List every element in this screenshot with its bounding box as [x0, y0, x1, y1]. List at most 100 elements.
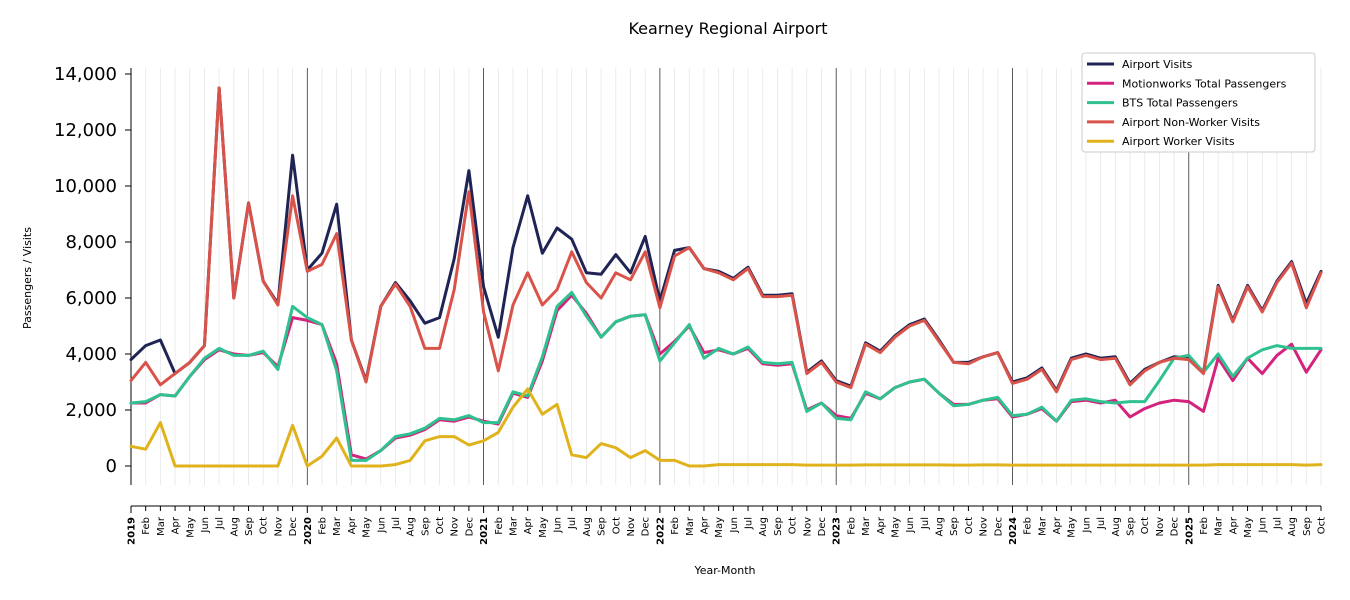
- x-tick-label: Sep: [244, 517, 255, 536]
- x-tick-label: Jun: [200, 517, 211, 534]
- x-tick-label: Nov: [273, 517, 284, 537]
- x-tick-label: Jul: [215, 517, 226, 530]
- x-axis-label: Year-Month: [693, 564, 755, 577]
- legend-label: Motionworks Total Passengers: [1122, 77, 1287, 90]
- x-tick-label: Mar: [508, 516, 519, 536]
- x-tick-label: Apr: [347, 516, 358, 534]
- legend-label: Airport Non-Worker Visits: [1122, 116, 1260, 129]
- x-tick-label: Aug: [935, 517, 946, 537]
- x-tick-label: Nov: [1155, 517, 1166, 537]
- x-tick-label: 2023: [832, 517, 843, 545]
- x-tick-label: Dec: [1170, 517, 1181, 536]
- x-tick-label: Aug: [1287, 517, 1298, 537]
- x-tick-label: Aug: [582, 517, 593, 537]
- x-tick-label: Feb: [494, 517, 505, 535]
- x-tick-label: Sep: [597, 517, 608, 536]
- x-tick-label: Nov: [979, 517, 990, 537]
- x-tick-label: Nov: [450, 517, 461, 537]
- x-tick-label: Apr: [699, 516, 710, 534]
- x-tick-label: Nov: [626, 517, 637, 537]
- x-tick-label: 2025: [1184, 517, 1195, 545]
- x-tick-label: May: [890, 517, 901, 538]
- legend: Airport Visits Motionworks Total Passenge…: [1081, 52, 1316, 153]
- x-tick-label: Jul: [1272, 517, 1283, 530]
- x-tick-label: Oct: [1140, 517, 1151, 534]
- x-tick-label: 2022: [655, 517, 666, 545]
- x-tick-label: May: [538, 517, 549, 538]
- y-tick-label: 4,000: [65, 344, 117, 365]
- x-tick-label: Feb: [670, 517, 681, 535]
- x-tick-label: Aug: [1111, 517, 1122, 537]
- y-tick-label: 12,000: [54, 120, 117, 141]
- x-tick-label: Nov: [802, 517, 813, 537]
- x-tick-label: Jun: [905, 517, 916, 534]
- legend-label: BTS Total Passengers: [1122, 97, 1238, 110]
- x-tick-label: May: [714, 517, 725, 538]
- x-tick-label: May: [185, 517, 196, 538]
- x-tick-label: Sep: [773, 517, 784, 536]
- x-tick-label: Sep: [949, 517, 960, 536]
- x-tick-label: Mar: [861, 516, 872, 536]
- x-tick-label: Aug: [406, 517, 417, 537]
- y-tick-label: 6,000: [65, 288, 117, 309]
- x-tick-label: Oct: [788, 517, 799, 534]
- x-tick-label: Feb: [141, 517, 152, 535]
- x-tick-label: Oct: [1317, 517, 1328, 534]
- x-tick-label: Aug: [758, 517, 769, 537]
- x-tick-label: Jul: [744, 517, 755, 530]
- x-tick-label: Jul: [391, 517, 402, 530]
- series-line-airport-non-worker-visits: [129, 86, 1323, 394]
- x-tick-label: Oct: [435, 517, 446, 534]
- y-axis-label: Passengers / Visits: [21, 227, 34, 329]
- x-tick-label: Mar: [156, 516, 167, 536]
- x-tick-label: 2024: [1008, 517, 1019, 545]
- x-tick-label: Jun: [1081, 517, 1092, 534]
- x-tick-label: Sep: [1126, 517, 1137, 536]
- x-tick-label: Apr: [523, 516, 534, 534]
- x-tick-label: May: [1067, 517, 1078, 538]
- x-tick-label: Apr: [876, 516, 887, 534]
- grid: [130, 68, 1322, 485]
- y-tick-label: 0: [106, 456, 117, 477]
- series-line-bts-total-passengers: [129, 290, 1323, 462]
- x-tick-label: Apr: [1052, 516, 1063, 534]
- y-tick-label: 10,000: [54, 176, 117, 197]
- series-lines: [129, 86, 1323, 468]
- x-tick-label: Sep: [420, 517, 431, 536]
- legend-box: [1081, 52, 1316, 153]
- x-tick-label: May: [1243, 517, 1254, 538]
- x-tick-label: Oct: [259, 517, 270, 534]
- x-tick-label: Dec: [817, 517, 828, 536]
- x-tick-label: Jul: [920, 517, 931, 530]
- x-tick-label: Dec: [641, 517, 652, 536]
- x-tick-label: Feb: [1023, 517, 1034, 535]
- x-tick-label: Jul: [567, 517, 578, 530]
- x-tick-label: Mar: [332, 516, 343, 536]
- x-tick-label: 2020: [303, 517, 314, 545]
- x-tick-label: May: [362, 517, 373, 538]
- x-tick-label: Feb: [317, 517, 328, 535]
- x-tick-label: Feb: [1199, 517, 1210, 535]
- legend-label: Airport Worker Visits: [1122, 135, 1235, 148]
- x-tick-label: Mar: [1037, 516, 1048, 536]
- series-line-airport-worker-visits: [129, 387, 1323, 468]
- x-tick-label: Jun: [729, 517, 740, 534]
- x-tick-label: Jun: [1258, 517, 1269, 534]
- x-tick-label: Mar: [1214, 516, 1225, 536]
- x-tick-label: Mar: [685, 516, 696, 536]
- x-tick-label: Oct: [611, 517, 622, 534]
- x-tick-label: Oct: [964, 517, 975, 534]
- x-tick-label: Sep: [1302, 517, 1313, 536]
- y-tick-label: 14,000: [54, 64, 117, 85]
- axes: 0 2,000 4,000 6,000 8,000 10,000 12,000 14,000 2…: [54, 64, 1327, 545]
- x-tick-label: Apr: [171, 516, 182, 534]
- x-tick-label: Jun: [553, 517, 564, 534]
- x-tick-label: Jul: [1096, 517, 1107, 530]
- x-tick-label: Dec: [288, 517, 299, 536]
- x-tick-label: 2019: [127, 517, 138, 545]
- legend-label: Airport Visits: [1122, 58, 1193, 71]
- x-tick-label: Aug: [229, 517, 240, 537]
- chart-title: Kearney Regional Airport: [628, 19, 827, 38]
- x-tick-label: Feb: [846, 517, 857, 535]
- x-tick-label: Apr: [1228, 516, 1239, 534]
